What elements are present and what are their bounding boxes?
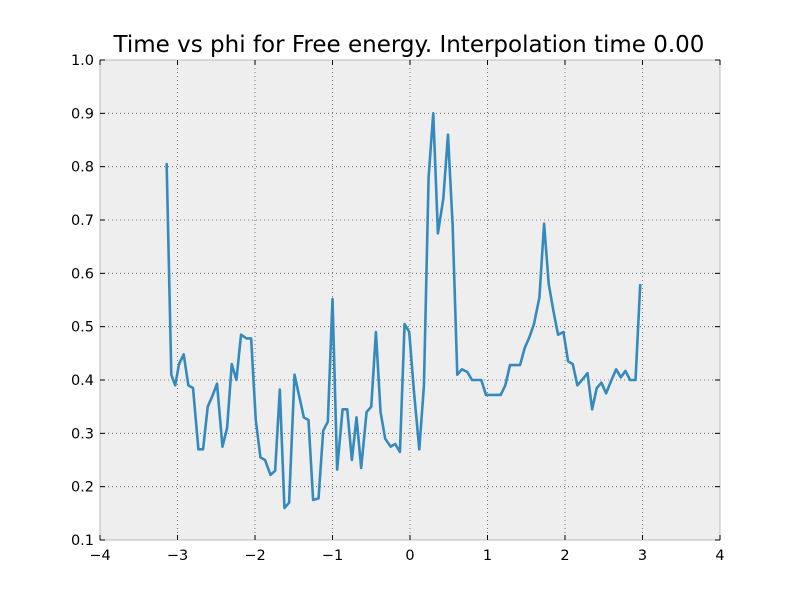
y-tick-label: 0.2 [71,480,94,496]
y-tick-label: 0.8 [71,160,94,176]
y-tick-label: 0.4 [71,373,94,389]
x-tick-label: 3 [638,548,647,564]
y-tick-label: 0.7 [71,213,94,229]
x-tick-label: 2 [560,548,569,564]
series-line [165,112,642,510]
x-tick-label: 1 [483,548,492,564]
chart-title: Time vs phi for Free energy. Interpolati… [113,32,705,58]
y-tick-label: 0.1 [71,533,94,549]
x-tick-label: −3 [167,548,188,564]
y-tick-label: 0.9 [71,106,94,122]
axis-ticks: −4 −3 −2 −1 0 1 2 3 4 0.1 0.2 0.3 0.4 0.5 0.6 0.7 0.8 0.9… [71,53,725,564]
x-tick-label: −1 [322,548,343,564]
x-tick-label: −4 [89,548,110,564]
series-layer [165,112,642,510]
x-tick-label: −2 [244,548,265,564]
x-tick-label: 4 [715,548,724,564]
y-tick-label: 0.3 [71,426,94,442]
x-tick-label: 0 [405,548,414,564]
y-tick-label: 0.5 [71,320,94,336]
y-tick-label: 0.6 [71,266,94,282]
y-tick-label: 1.0 [71,53,94,69]
